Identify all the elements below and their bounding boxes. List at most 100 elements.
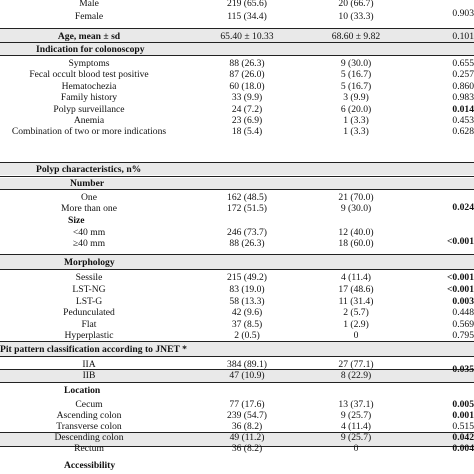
- row-divider: [0, 432, 474, 433]
- cell-group-2: 5 (16.7): [340, 69, 372, 80]
- cell-group-1: 88 (26.3): [229, 238, 265, 249]
- subsection-header: Morphology: [0, 257, 474, 268]
- row-label: Rectum: [74, 443, 104, 454]
- cell-group-2: 2 (5.7): [343, 307, 369, 318]
- cell-group-2: 21 (70.0): [338, 192, 374, 203]
- cell-group-1: 2 (0.5): [234, 330, 260, 341]
- p-value: 0.453: [452, 115, 474, 126]
- row-label: ≥40 mm: [72, 238, 106, 249]
- table-row: Fecal occult blood test positive 87 (26.…: [0, 69, 474, 80]
- row-divider: [0, 176, 474, 177]
- p-value: 0.860: [452, 81, 474, 92]
- row-label: Combination of two or more indications: [11, 126, 167, 137]
- cell-group-2: 9 (30.0): [340, 203, 372, 214]
- cell-group-1: 88 (26.3): [229, 58, 265, 69]
- p-value: 0.515: [452, 421, 474, 432]
- row-label: IIA: [82, 359, 96, 370]
- cell-group-2: 4 (11.4): [340, 421, 372, 432]
- cell-group-1: 36 (8.2): [231, 421, 263, 432]
- cell-group-2: 5 (16.7): [340, 81, 372, 92]
- cell-group-2: 8 (22.9): [340, 370, 372, 381]
- row-divider: [0, 269, 474, 270]
- subsection-header: Number: [0, 178, 474, 189]
- row-label: Polyp surveillance: [53, 104, 125, 115]
- table-row: Hematochezia 60 (18.0) 5 (16.7) 0.860: [0, 81, 474, 92]
- p-value: 0.014: [452, 104, 474, 115]
- row-label: Cecum: [75, 399, 103, 410]
- row-label: Age, mean ± sd: [57, 31, 121, 42]
- table-row: Symptoms 88 (26.3) 9 (30.0) 0.655: [0, 58, 474, 69]
- table-row: Rectum 36 (8.2) 0 0.004: [0, 443, 474, 454]
- cell-group-2: 27 (77.1): [338, 359, 374, 370]
- cell-group-2: 0: [353, 443, 359, 454]
- table-row: Age, mean ± sd 65.40 ± 10.33 68.60 ± 9.8…: [0, 31, 474, 42]
- cell-group-1: 246 (73.7): [227, 227, 267, 238]
- cell-group-2: 13 (37.1): [338, 399, 374, 410]
- cell-group-1: 47 (10.9): [229, 370, 265, 381]
- cell-group-2: 12 (40.0): [338, 227, 374, 238]
- row-divider: [0, 189, 474, 190]
- cell-group-1: 42 (9.6): [231, 307, 263, 318]
- cell-group-1: 384 (89.1): [227, 359, 267, 370]
- row-label: Sessile: [75, 272, 103, 283]
- cell-group-2: 68.60 ± 9.82: [331, 31, 381, 42]
- cell-group-2: 9 (30.0): [340, 58, 372, 69]
- row-divider: [0, 55, 474, 56]
- row-label: Transverse colon: [56, 421, 122, 432]
- table-row: Pedunculated 42 (9.6) 2 (5.7) 0.448: [0, 307, 474, 318]
- cell-group-1: 83 (19.0): [229, 284, 265, 295]
- row-label: LST-G: [75, 296, 103, 307]
- p-value: 0.257: [452, 69, 474, 80]
- cell-group-2: 18 (60.0): [338, 238, 374, 249]
- section-title: Indication for colonoscopy: [36, 44, 145, 55]
- p-value: <0.001: [446, 236, 474, 247]
- p-value: 0.903: [452, 8, 474, 19]
- p-value: 0.042: [452, 432, 474, 443]
- table-row: Family history 33 (9.9) 3 (9.9) 0.983: [0, 92, 474, 103]
- row-divider: [0, 369, 474, 370]
- row-label: Hyperplastic: [64, 330, 114, 341]
- p-value: 0.448: [452, 307, 474, 318]
- table-row: LST-NG 83 (19.0) 17 (48.6) <0.001: [0, 284, 474, 295]
- p-value: 0.004: [452, 443, 474, 454]
- section-band: [0, 433, 474, 446]
- cell-group-1: 219 (65.6): [227, 0, 267, 9]
- cell-group-2: 9 (25.7): [340, 410, 372, 421]
- subsection-header: Size: [0, 215, 474, 226]
- cell-group-2: 20 (66.7): [338, 0, 374, 9]
- cell-group-1: 36 (8.2): [231, 443, 263, 454]
- table-row: Anemia 23 (6.9) 1 (3.3) 0.453: [0, 115, 474, 126]
- p-value: 0.795: [452, 330, 474, 341]
- row-label: Family history: [60, 92, 118, 103]
- subsection-title: Morphology: [64, 257, 115, 268]
- row-divider: [0, 356, 474, 357]
- p-value: 0.001: [452, 410, 474, 421]
- cell-group-1: 23 (6.9): [231, 115, 263, 126]
- table-row: More than one 172 (51.5) 9 (30.0): [0, 203, 474, 214]
- cell-group-1: 162 (48.5): [227, 192, 267, 203]
- p-value: 0.628: [452, 126, 474, 137]
- row-label: IIB: [82, 370, 96, 381]
- cell-group-1: 37 (8.5): [231, 319, 263, 330]
- p-value: 0.035: [452, 364, 474, 375]
- p-value: <0.001: [446, 284, 474, 295]
- table-row: Hyperplastic 2 (0.5) 0 0.795: [0, 330, 474, 341]
- row-label: Fecal occult blood test positive: [29, 69, 149, 80]
- row-divider: [0, 162, 474, 163]
- row-label: LST-NG: [72, 284, 106, 295]
- row-label: One: [81, 192, 97, 203]
- cell-group-1: 87 (26.0): [229, 69, 265, 80]
- cell-group-1: 215 (49.2): [227, 272, 267, 283]
- table-row: IIA 384 (89.1) 27 (77.1): [0, 359, 474, 370]
- p-value: 0.003: [452, 296, 474, 307]
- row-label: Male: [79, 0, 99, 9]
- table-row: ≥40 mm 88 (26.3) 18 (60.0): [0, 238, 474, 249]
- cell-group-2: 9 (25.7): [340, 432, 372, 443]
- cell-group-2: 11 (31.4): [338, 296, 374, 307]
- cell-group-1: 49 (11.2): [229, 432, 265, 443]
- table-row: Transverse colon 36 (8.2) 4 (11.4) 0.515: [0, 421, 474, 432]
- p-value: 0.024: [452, 202, 474, 213]
- p-value: <0.001: [446, 272, 474, 283]
- cell-group-2: 0: [353, 330, 359, 341]
- row-label: <40 mm: [72, 227, 106, 238]
